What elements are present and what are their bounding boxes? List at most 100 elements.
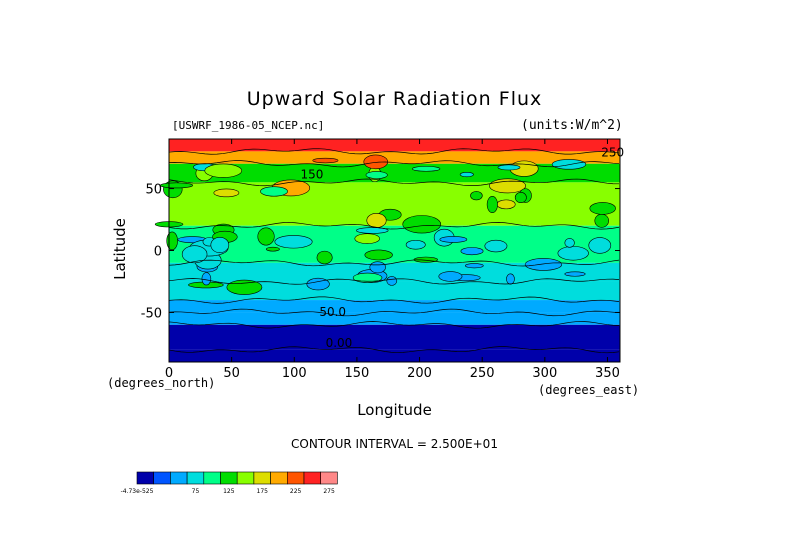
field-patch: [557, 246, 589, 261]
field-patch: [594, 213, 609, 228]
field-patch: [213, 188, 240, 198]
contour-line: [168, 148, 620, 155]
contour-line: [168, 346, 620, 354]
contour-label: 50.0: [319, 305, 346, 319]
field-patch: [411, 166, 441, 172]
colorbar-label: 225: [290, 488, 302, 495]
contour-line: [168, 308, 620, 317]
colorbar-swatch: [203, 471, 221, 485]
colorbar-swatch: [270, 471, 288, 485]
lat-band-7: [169, 300, 620, 313]
field-patch: [369, 261, 386, 274]
y-tick-label: 50: [145, 183, 162, 198]
contour-line: [168, 321, 620, 329]
field-patch: [506, 273, 515, 285]
colorbar-swatch: [286, 471, 305, 485]
y-tick-label: -50: [141, 306, 162, 321]
field-patch: [265, 246, 280, 252]
y-axis-units: (degrees_north): [107, 376, 216, 390]
field-patch: [260, 186, 288, 197]
x-tick-label: 250: [470, 366, 495, 381]
contour-line: [168, 296, 620, 304]
field-patch: [464, 263, 484, 269]
colorbar-swatch: [170, 471, 188, 485]
lat-band-0: [169, 139, 620, 152]
x-tick-label: 100: [282, 366, 307, 381]
field-patch: [352, 272, 383, 283]
colorbar-label: -4.73e-525: [121, 488, 154, 495]
x-tick-label: 50: [223, 366, 240, 381]
colorbar-swatch: [236, 471, 255, 485]
field-patch: [460, 247, 484, 256]
contour-label: 250: [601, 145, 624, 159]
field-patch: [201, 272, 212, 286]
contour-line: [168, 160, 620, 168]
colorbar-label: 75: [192, 488, 200, 495]
source-label: [USWRF_1986-05_NCEP.nc]: [172, 119, 325, 132]
lat-band-4: [169, 225, 620, 263]
field-patch: [365, 171, 388, 179]
field-patch: [354, 233, 380, 244]
contour-line: [168, 222, 620, 230]
colorbar-swatch: [186, 471, 205, 485]
field-patch: [405, 239, 426, 250]
chart-title: Upward Solar Radiation Flux: [246, 88, 543, 110]
field-patch: [356, 227, 389, 234]
x-tick-label: 300: [532, 366, 557, 381]
field-patch: [588, 237, 612, 254]
field-patch: [524, 258, 563, 271]
x-tick-label: 0: [165, 366, 173, 381]
x-tick-label: 200: [407, 366, 432, 381]
lat-band-1: [169, 151, 620, 164]
lat-band-9: [169, 324, 620, 350]
field-patch: [484, 239, 508, 253]
field-patch: [439, 236, 468, 243]
contour-label: 0.00: [326, 336, 353, 350]
field-patch: [316, 250, 333, 265]
colorbar-label: 125: [223, 488, 235, 495]
contour-label: 150: [301, 168, 324, 182]
colorbar-swatch: [303, 471, 322, 485]
field-patch: [159, 182, 194, 189]
colorbar-swatch: [136, 471, 155, 485]
units-label: (units:W/m^2): [521, 118, 623, 133]
y-axis-label: Latitude: [111, 218, 129, 280]
field-patch: [274, 235, 313, 249]
field-patch: [364, 249, 393, 261]
field-patch: [438, 271, 463, 282]
field-patch: [564, 238, 575, 248]
field-patch: [497, 164, 521, 171]
contour-line: [168, 178, 620, 187]
lat-band-10: [169, 349, 620, 362]
x-tick-label: 350: [595, 366, 620, 381]
field-patch: [589, 202, 616, 215]
field-patch: [496, 199, 516, 210]
field-patch: [306, 277, 330, 291]
field-patch: [514, 192, 527, 203]
field-patch: [166, 231, 178, 251]
field-patch: [366, 212, 387, 228]
field-patch: [210, 236, 230, 254]
field-patch: [312, 157, 339, 164]
field-patch: [181, 245, 208, 264]
field-patch: [402, 215, 442, 234]
colorbar-swatch: [253, 471, 271, 485]
colorbar-swatch: [320, 471, 338, 485]
field-patch: [470, 191, 483, 201]
y-tick-label: 0: [154, 245, 162, 260]
field-patch: [386, 276, 398, 286]
field-patch: [486, 196, 498, 213]
colorbar-label: 175: [257, 488, 269, 495]
colorbar-swatch: [220, 471, 238, 485]
field-patch: [204, 163, 243, 178]
x-axis-units: (degrees_east): [538, 383, 640, 397]
lat-band-6: [169, 281, 620, 301]
contour-line: [168, 259, 620, 267]
field-patch: [564, 271, 586, 277]
lat-band-8: [169, 312, 620, 325]
x-axis-label: Longitude: [357, 401, 432, 419]
contour-line: [168, 278, 620, 285]
x-tick-label: 150: [345, 366, 370, 381]
field-patch: [257, 227, 275, 246]
